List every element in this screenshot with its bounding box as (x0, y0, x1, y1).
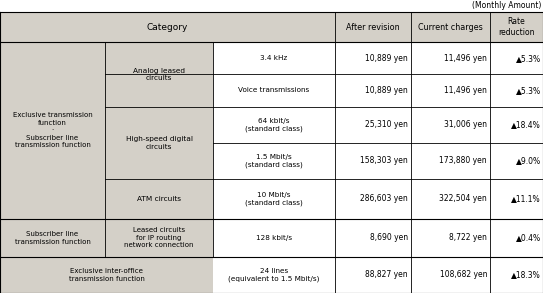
Text: 1.5 Mbit/s
(standard class): 1.5 Mbit/s (standard class) (245, 154, 303, 168)
Text: 286,603 yen: 286,603 yen (360, 194, 408, 203)
Bar (105, 179, 213, 219)
Bar (0, 42, 105, 219)
Text: 10,889 yen: 10,889 yen (365, 54, 408, 63)
Text: 24 lines
(equivalent to 1.5 Mbit/s): 24 lines (equivalent to 1.5 Mbit/s) (228, 268, 320, 282)
Bar (0, 107, 543, 143)
Bar (0, 42, 543, 74)
Text: 8,722 yen: 8,722 yen (449, 233, 487, 242)
Bar (0, 219, 105, 257)
Text: ▲11.1%: ▲11.1% (512, 194, 541, 203)
Bar (105, 107, 213, 179)
Bar (0, 257, 213, 293)
Text: ▲5.3%: ▲5.3% (516, 86, 541, 95)
Text: 108,682 yen: 108,682 yen (439, 270, 487, 280)
Text: After revision: After revision (346, 23, 400, 32)
Text: 158,303 yen: 158,303 yen (360, 156, 408, 165)
Bar (0, 143, 543, 179)
Text: High-speed digital
circuits: High-speed digital circuits (125, 136, 193, 149)
Bar (0, 0, 543, 12)
Text: ATM circuits: ATM circuits (137, 196, 181, 202)
Text: ▲18.4%: ▲18.4% (512, 120, 541, 129)
Text: 128 kbit/s: 128 kbit/s (256, 235, 292, 241)
Text: Analog leased
circuits: Analog leased circuits (133, 68, 185, 81)
Bar (0, 257, 543, 293)
Text: Current charges: Current charges (418, 23, 483, 32)
Bar (0, 219, 543, 257)
Bar (0, 74, 543, 107)
Bar (105, 42, 213, 107)
Text: ▲9.0%: ▲9.0% (516, 156, 541, 165)
Text: 64 kbit/s
(standard class): 64 kbit/s (standard class) (245, 118, 303, 132)
Text: ▲0.4%: ▲0.4% (516, 233, 541, 242)
Text: 11,496 yen: 11,496 yen (444, 86, 487, 95)
Text: Exclusive inter-office
transmission function: Exclusive inter-office transmission func… (68, 268, 144, 282)
Text: 11,496 yen: 11,496 yen (444, 54, 487, 63)
Bar (105, 219, 213, 257)
Text: 25,310 yen: 25,310 yen (365, 120, 408, 129)
Text: Subscriber line
transmission function: Subscriber line transmission function (15, 231, 91, 245)
Text: 10,889 yen: 10,889 yen (365, 86, 408, 95)
Text: Leased circuits
for IP routing
network connection: Leased circuits for IP routing network c… (124, 227, 194, 248)
Text: 3.4 kHz: 3.4 kHz (261, 55, 288, 61)
Text: ▲18.3%: ▲18.3% (512, 270, 541, 280)
Bar (0, 179, 543, 219)
Text: Voice transmissions: Voice transmissions (238, 88, 310, 93)
Bar (0, 12, 543, 42)
Text: 322,504 yen: 322,504 yen (439, 194, 487, 203)
Text: Rate
reduction: Rate reduction (498, 17, 535, 37)
Text: Exclusive transmission
function
·
Subscriber line
transmission function: Exclusive transmission function · Subscr… (12, 113, 92, 149)
Text: Category: Category (147, 23, 188, 32)
Text: 88,827 yen: 88,827 yen (365, 270, 408, 280)
Text: (Monthly Amount): (Monthly Amount) (472, 1, 541, 11)
Text: 8,690 yen: 8,690 yen (370, 233, 408, 242)
Text: 31,006 yen: 31,006 yen (444, 120, 487, 129)
Text: ▲5.3%: ▲5.3% (516, 54, 541, 63)
Text: 10 Mbit/s
(standard class): 10 Mbit/s (standard class) (245, 192, 303, 206)
Text: 173,880 yen: 173,880 yen (439, 156, 487, 165)
